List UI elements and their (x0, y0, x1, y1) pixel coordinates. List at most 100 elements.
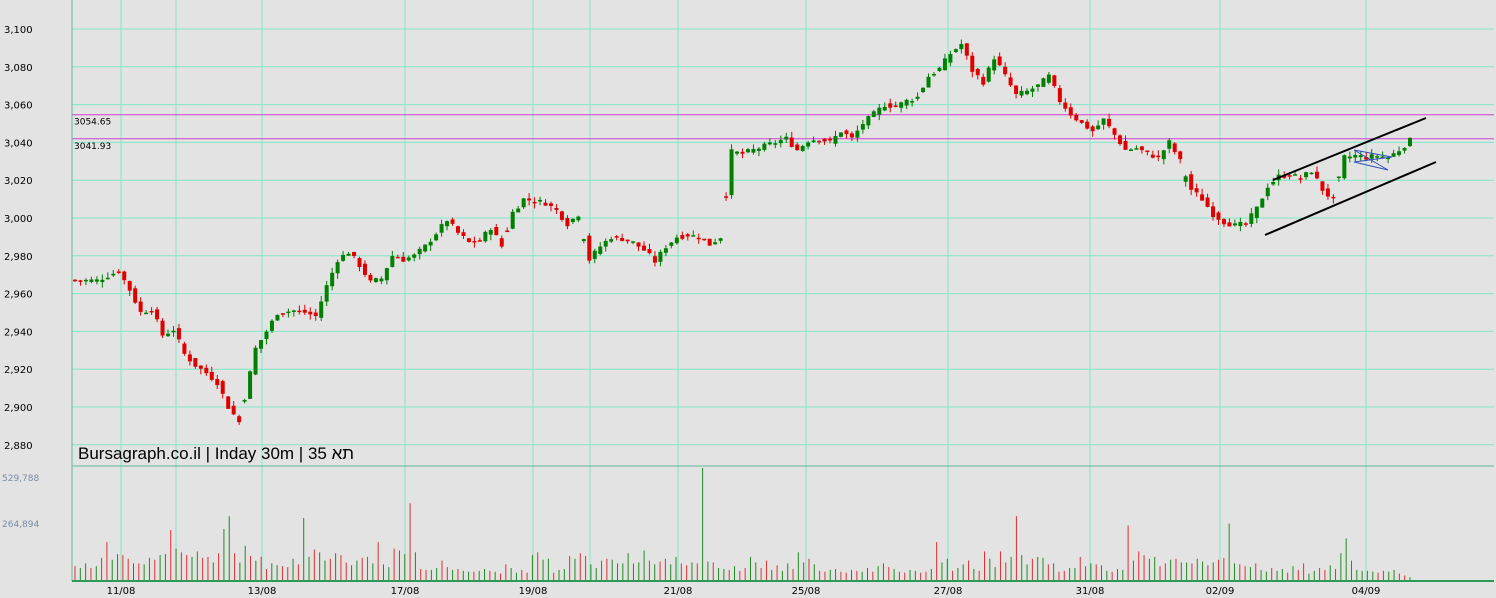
candle-body (144, 312, 149, 315)
candle-body (953, 49, 958, 52)
candle-body (1320, 181, 1325, 191)
candle-body (756, 148, 761, 151)
candle-body (406, 257, 411, 261)
candle-body (499, 238, 504, 247)
y-tick-label: 2,960 (4, 290, 33, 301)
candle-body (275, 314, 280, 321)
candle-body (1025, 90, 1030, 95)
flag-lower-line (1353, 161, 1389, 171)
candle-body (324, 285, 329, 302)
candle-body (609, 239, 614, 242)
candle-body (1309, 172, 1314, 175)
candle-body (187, 354, 192, 362)
candle-body (1128, 149, 1133, 151)
candle-body (1057, 88, 1062, 103)
candle-body (319, 301, 324, 318)
candle-body (576, 216, 581, 221)
candle-body (685, 234, 690, 237)
x-tick-label: 19/08 (519, 586, 548, 597)
candle-body (505, 230, 510, 233)
candle-body (1380, 156, 1385, 159)
candle-body (1035, 84, 1040, 87)
y-tick-label: 2,980 (4, 252, 33, 263)
candle-body (581, 239, 586, 242)
candle-body (302, 309, 307, 313)
candle-body (1342, 155, 1347, 179)
candle-body (357, 258, 362, 268)
candle-body (1074, 115, 1079, 121)
candle-body (1085, 121, 1090, 129)
candle-body (182, 343, 187, 354)
candle-body (691, 235, 696, 237)
channel-lower-line (1264, 161, 1437, 236)
candle-body (111, 273, 116, 276)
candle-body (1194, 188, 1199, 193)
candle-body (390, 256, 395, 267)
candle-body (133, 288, 138, 303)
candle-body (231, 405, 236, 415)
candle-body (663, 248, 668, 253)
candle-body (1254, 206, 1259, 218)
candle-body (855, 130, 860, 138)
candle-body (811, 140, 816, 143)
candle-body (160, 320, 165, 336)
candle-body (806, 142, 811, 147)
candle-body (1211, 206, 1216, 218)
candle-body (554, 208, 559, 210)
candle-body (1172, 143, 1177, 153)
candle-body (833, 135, 838, 144)
candle-body (997, 56, 1002, 66)
y-tick-label: 2,920 (4, 365, 33, 376)
candle-body (1183, 176, 1188, 182)
candle-body (565, 217, 570, 227)
candle-body (789, 137, 794, 147)
candle-body (352, 251, 357, 257)
candle-body (1079, 120, 1084, 123)
channel-upper-line (1272, 117, 1427, 181)
x-tick-label: 27/08 (934, 586, 963, 597)
candle-body (1205, 197, 1210, 207)
candle-body (718, 238, 723, 241)
candle-body (472, 240, 477, 243)
volume-tick-label: 264,894 (2, 520, 39, 530)
candle-body (209, 371, 214, 380)
candle-body (395, 256, 400, 259)
candle-body (198, 365, 203, 369)
candle-body (1408, 137, 1412, 147)
candle-body (1046, 74, 1051, 83)
candle-body (1287, 175, 1292, 177)
candle-body (538, 199, 543, 202)
candle-body (264, 331, 269, 340)
price-levels: 3054.65 3041.93 (72, 114, 1494, 152)
candle-body (439, 224, 444, 233)
candle-body (1375, 156, 1380, 158)
candle-body (412, 254, 417, 258)
candle-body (73, 279, 77, 282)
y-tick-label: 3,060 (4, 101, 33, 112)
candle-body (871, 111, 876, 117)
candle-body (253, 347, 258, 375)
candle-body (1200, 194, 1205, 201)
candle-body (215, 379, 220, 386)
candle-body (642, 245, 647, 251)
candle-body (1265, 187, 1270, 197)
candle-body (171, 330, 176, 333)
candle-body (680, 235, 685, 239)
candle-body (888, 103, 893, 108)
candle-body (1139, 146, 1144, 151)
candle-body (105, 277, 110, 280)
candle-body (297, 310, 302, 313)
candle-body (1243, 223, 1248, 225)
chart-title: Bursagraph.co.il | Inday 30m | 35 תא (78, 444, 354, 463)
candle-body (1167, 140, 1172, 149)
candle-body (921, 87, 926, 93)
candle-body (866, 116, 871, 126)
candle-body (423, 244, 428, 252)
candle-body (762, 143, 767, 150)
candle-body (516, 208, 521, 213)
level-label: 3054.65 (74, 118, 111, 128)
candle-body (882, 106, 887, 111)
y-tick-label: 3,000 (4, 214, 33, 225)
candle-body (800, 146, 805, 151)
candle-body (1150, 154, 1155, 158)
